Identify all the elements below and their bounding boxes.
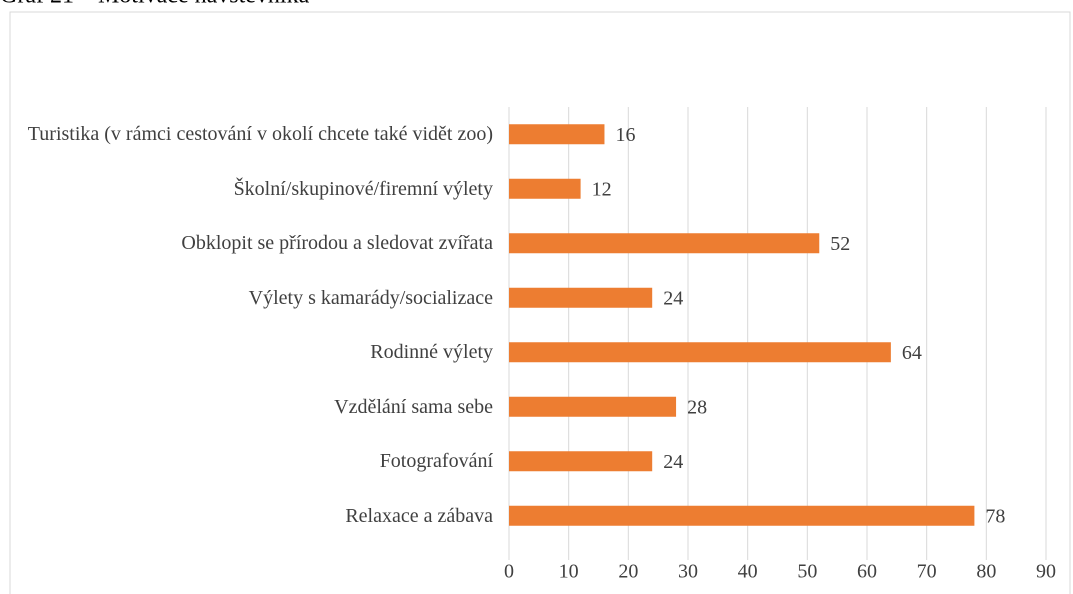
bar <box>509 451 653 472</box>
y-tick-label: Školní/skupinové/firemní výlety <box>233 177 493 200</box>
data-label: 24 <box>663 287 683 309</box>
bar <box>509 287 653 308</box>
data-label: 12 <box>592 178 612 200</box>
bar <box>509 396 677 417</box>
bar <box>509 233 820 254</box>
y-tick-label: Výlety s kamarády/socializace <box>248 286 493 309</box>
y-tick-label: Relaxace a zábava <box>345 504 493 527</box>
y-tick-label: Obklopit se přírodou a sledovat zvířata <box>181 232 493 255</box>
chart-title: Graf 21 – Motivace návštěvníka <box>0 0 310 9</box>
x-tick-label: 80 <box>976 561 996 583</box>
bar <box>509 124 605 145</box>
x-tick-label: 0 <box>504 561 514 583</box>
x-tick-label: 50 <box>797 561 817 583</box>
data-label: 78 <box>985 505 1005 527</box>
y-tick-label: Turistika (v rámci cestování v okolí chc… <box>27 123 493 146</box>
x-tick-label: 10 <box>559 561 579 583</box>
data-label: 52 <box>830 233 850 255</box>
data-label: 16 <box>615 124 635 146</box>
data-label: 28 <box>687 396 707 418</box>
x-tick-label: 70 <box>917 561 937 583</box>
bar <box>509 342 891 363</box>
data-label: 64 <box>902 342 922 364</box>
chart-border <box>9 11 1071 594</box>
x-tick-label: 20 <box>618 561 638 583</box>
x-tick-label: 60 <box>857 561 877 583</box>
y-tick-label: Vzdělání sama sebe <box>334 395 493 418</box>
data-label: 24 <box>663 451 683 473</box>
x-tick-label: 90 <box>1036 561 1056 583</box>
bar <box>509 178 581 199</box>
x-tick-label: 40 <box>738 561 758 583</box>
y-tick-label: Rodinné výlety <box>370 341 493 364</box>
x-tick-label: 30 <box>678 561 698 583</box>
y-tick-label: Fotografování <box>379 450 493 473</box>
bar <box>509 505 975 526</box>
